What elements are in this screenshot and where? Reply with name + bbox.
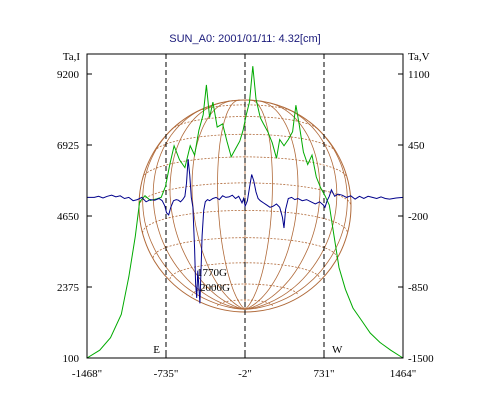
disk-longitude-line xyxy=(142,121,246,310)
disk-latitude-line xyxy=(142,156,348,179)
x-tick-label: 731" xyxy=(314,368,335,380)
series-line-polarization xyxy=(87,159,404,304)
right-tick-label: 1100 xyxy=(408,69,430,81)
right-axis-label: Ta,V xyxy=(408,51,430,63)
left-tick-label: 2375 xyxy=(57,282,80,294)
annotation-1770g: 1770G xyxy=(197,267,227,279)
left-tick-label: 9200 xyxy=(57,69,80,81)
right-tick-label: -850 xyxy=(408,282,429,294)
left-tick-label: 100 xyxy=(63,353,80,365)
x-tick-label: -2" xyxy=(238,368,252,380)
axis-ticks: -1468" -735" -2" 731" 1464" 9200 6925 4650 2375 1… xyxy=(57,69,434,380)
disk-longitude-line xyxy=(244,100,299,310)
chart-title: SUN_A0: 2001/01/11: 4.32[cm] xyxy=(169,33,320,45)
x-tick-label: -1468" xyxy=(72,368,102,380)
disk-longitude-line xyxy=(244,102,321,310)
disk-longitude-line xyxy=(217,99,246,310)
disk-longitude-line xyxy=(244,121,348,310)
left-axis-label: Ta,I xyxy=(63,51,81,63)
x-tick-label: 1464" xyxy=(390,368,417,380)
annotation-2000g: 2000G xyxy=(200,282,230,294)
disk-longitude-line xyxy=(244,99,273,310)
disk-longitude-line xyxy=(152,106,246,310)
series-group xyxy=(86,66,404,359)
right-tick-label: -200 xyxy=(408,211,429,223)
limb-marker-label: W xyxy=(332,344,343,356)
limb-marker-label: E xyxy=(153,344,160,356)
right-tick-label: 450 xyxy=(408,140,425,152)
left-tick-label: 4650 xyxy=(57,211,80,223)
series-line-intensity xyxy=(86,66,404,359)
x-tick-label: -735" xyxy=(154,368,179,380)
disk-latitude-line xyxy=(227,99,263,102)
left-tick-label: 6925 xyxy=(57,140,80,152)
disk-latitude-line xyxy=(154,133,336,152)
disk-longitude-line xyxy=(244,106,338,310)
right-tick-label: -1500 xyxy=(408,353,434,365)
